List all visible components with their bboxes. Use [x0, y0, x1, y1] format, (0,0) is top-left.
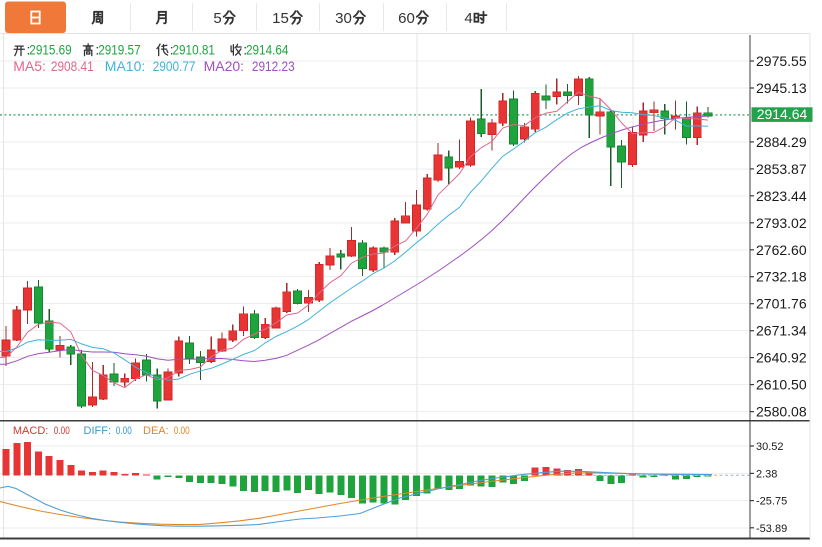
svg-text:2640.92: 2640.92 — [756, 350, 807, 366]
svg-text::: : — [95, 42, 99, 58]
svg-text:2912.23: 2912.23 — [252, 58, 295, 74]
svg-text:MA5:: MA5: — [13, 58, 46, 74]
svg-text:2823.44: 2823.44 — [756, 188, 807, 204]
svg-text:60: 60 — [398, 10, 415, 27]
svg-text:2580.08: 2580.08 — [756, 404, 807, 420]
svg-text:15: 15 — [272, 10, 289, 27]
svg-text:2910.81: 2910.81 — [173, 42, 216, 58]
svg-text:2914.64: 2914.64 — [757, 106, 808, 122]
svg-text:MA20:: MA20: — [204, 58, 244, 74]
svg-text:2975.55: 2975.55 — [756, 53, 807, 69]
svg-text:2762.60: 2762.60 — [756, 242, 807, 258]
svg-text:2610.50: 2610.50 — [756, 377, 807, 393]
svg-text:4: 4 — [464, 10, 472, 27]
svg-text:2701.76: 2701.76 — [756, 296, 807, 312]
svg-text:MA10:: MA10: — [105, 58, 145, 74]
svg-text:2915.69: 2915.69 — [29, 42, 72, 58]
svg-text:-25.75: -25.75 — [756, 496, 787, 508]
svg-text:2884.29: 2884.29 — [756, 134, 807, 150]
svg-text:2732.18: 2732.18 — [756, 269, 807, 285]
svg-text::: : — [170, 42, 174, 58]
svg-text:2853.87: 2853.87 — [756, 161, 807, 177]
svg-text::: : — [27, 42, 31, 58]
svg-text:30: 30 — [335, 10, 352, 27]
svg-text:2900.77: 2900.77 — [153, 58, 196, 74]
svg-text:30.52: 30.52 — [756, 441, 784, 453]
svg-text:-53.89: -53.89 — [756, 523, 787, 535]
svg-text:MACD:: MACD: — [13, 425, 48, 437]
svg-text:DEA:: DEA: — [143, 425, 169, 437]
svg-text:DIFF:: DIFF: — [84, 425, 112, 437]
svg-text:2793.02: 2793.02 — [756, 215, 807, 231]
svg-text:2908.41: 2908.41 — [51, 58, 94, 74]
svg-text:2919.57: 2919.57 — [98, 42, 141, 58]
svg-text:5: 5 — [213, 10, 221, 27]
svg-text:2914.64: 2914.64 — [246, 42, 289, 58]
svg-text::: : — [243, 42, 247, 58]
svg-text:2945.13: 2945.13 — [756, 80, 807, 96]
svg-text:0.00: 0.00 — [174, 425, 190, 437]
svg-text:0.00: 0.00 — [116, 425, 132, 437]
svg-text:2671.34: 2671.34 — [756, 323, 807, 339]
svg-text:2.38: 2.38 — [756, 468, 777, 480]
svg-text:0.00: 0.00 — [54, 425, 70, 437]
